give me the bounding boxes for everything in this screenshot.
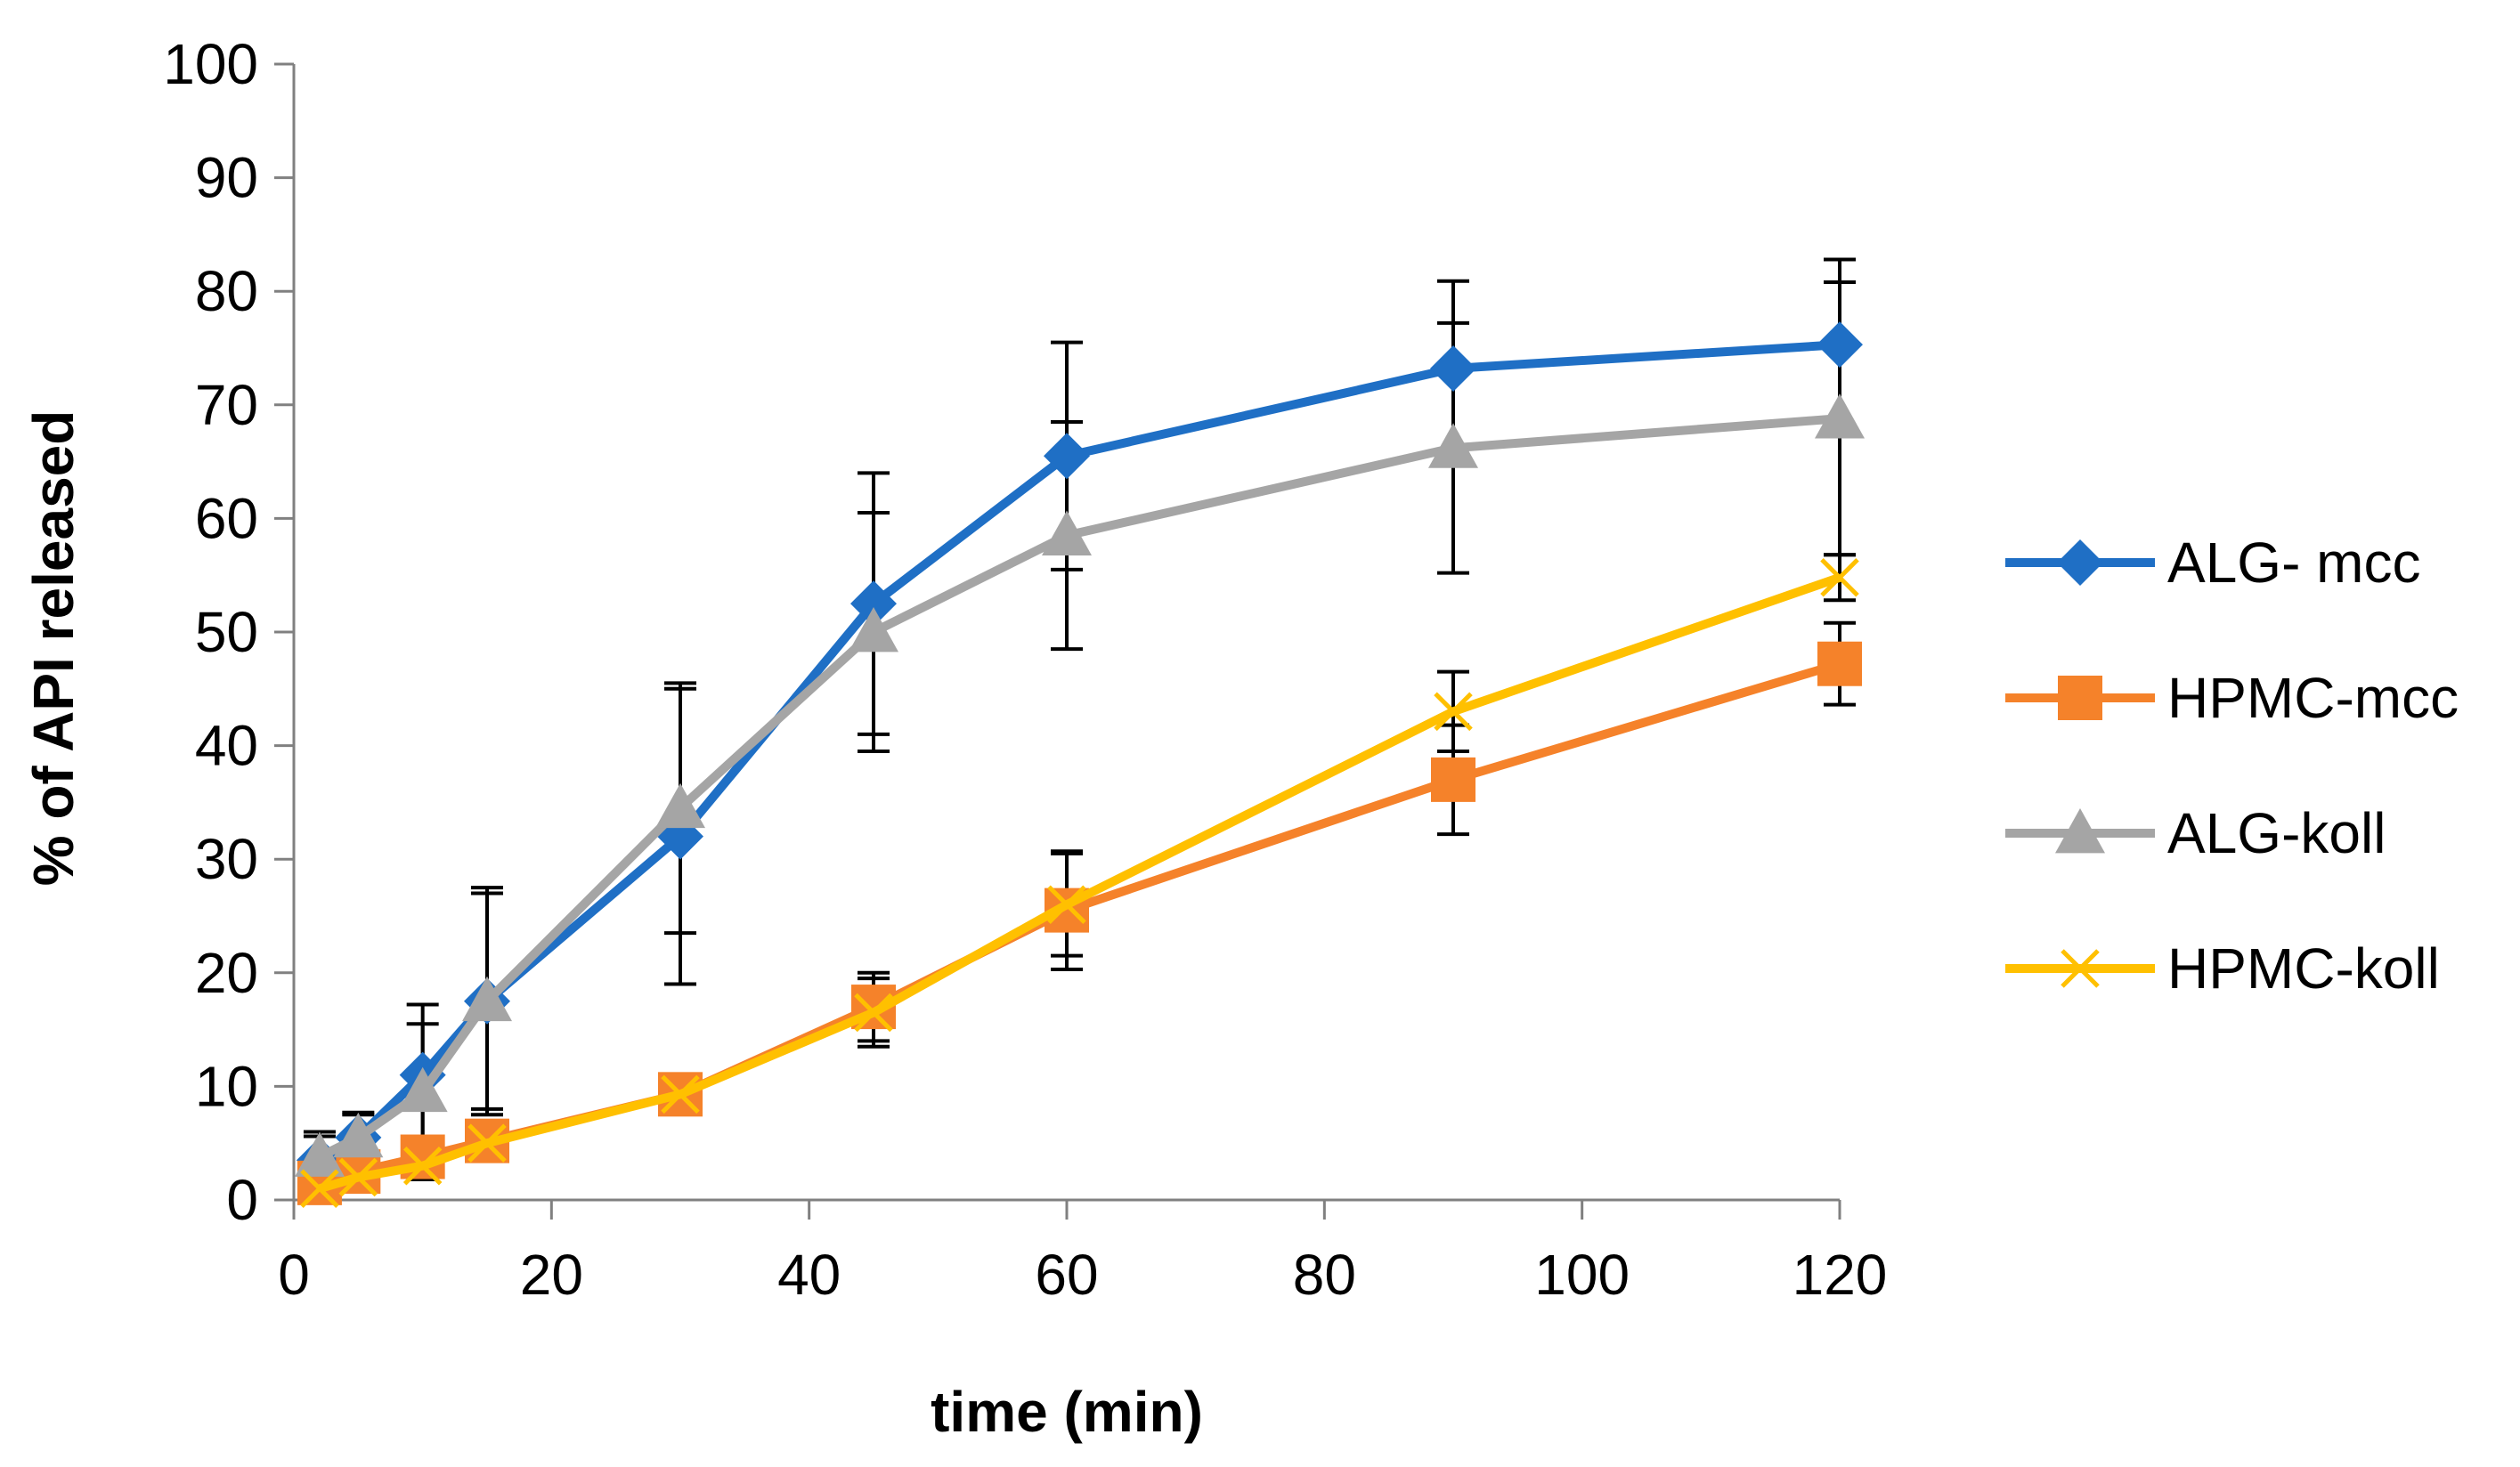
data-point — [1042, 510, 1092, 555]
legend-marker — [2061, 949, 2100, 988]
data-point — [1047, 885, 1086, 925]
legend: ALG- mcc HPMC-mcc ALG-koll HPMC-koll — [2005, 531, 2459, 1001]
y-tick-label: 90 — [195, 146, 258, 210]
legend-label: HPMC-mcc — [2167, 666, 2459, 730]
y-tick-label: 50 — [195, 600, 258, 664]
x-tick-label: 0 — [278, 1243, 310, 1307]
tick-labels: 0 10 20 30 40 50 60 70 80 90 100 0 20 40 60 80 100 120 — [163, 32, 1887, 1307]
legend-label: ALG-koll — [2167, 801, 2386, 865]
legend-label: HPMC-koll — [2167, 936, 2440, 1001]
data-point — [333, 1112, 384, 1158]
legend-marker — [2057, 539, 2103, 586]
data-point — [1820, 557, 1859, 597]
series-0 — [296, 321, 1863, 1184]
legend-item: ALG-koll — [2005, 801, 2386, 865]
x-tick-label: 60 — [1035, 1243, 1098, 1307]
data-point — [1815, 393, 1865, 439]
y-tick-label: 70 — [195, 373, 258, 437]
legend-item: HPMC-mcc — [2005, 666, 2459, 730]
data-point — [1431, 757, 1475, 802]
data-point — [1817, 321, 1863, 369]
legend-label: ALG- mcc — [2167, 531, 2420, 595]
legend-marker — [2058, 676, 2102, 720]
data-point — [467, 1123, 507, 1163]
data-point — [854, 993, 893, 1033]
data-point — [338, 1157, 378, 1197]
y-tick-label: 10 — [195, 1054, 258, 1118]
series-line — [318, 573, 1841, 1194]
legend-marker — [2055, 808, 2105, 854]
y-tick-label: 30 — [195, 827, 258, 891]
series-line — [317, 340, 1841, 1164]
legend-item: ALG- mcc — [2005, 531, 2420, 595]
y-tick-label: 0 — [226, 1168, 258, 1232]
series-3 — [300, 557, 1859, 1209]
x-axis-title: time (min) — [931, 1380, 1203, 1444]
data-point — [661, 1074, 700, 1114]
data-point — [294, 1131, 345, 1177]
data-point — [462, 976, 512, 1022]
y-tick-label: 60 — [195, 486, 258, 550]
legend-item: HPMC-koll — [2005, 936, 2440, 1001]
y-tick-label: 80 — [195, 259, 258, 323]
data-point — [1430, 344, 1476, 392]
x-tick-label: 120 — [1792, 1243, 1888, 1307]
data-point — [655, 782, 705, 829]
data-point — [300, 1169, 339, 1209]
x-tick-label: 40 — [777, 1243, 841, 1307]
data-point — [397, 1066, 448, 1113]
data-point — [402, 1146, 443, 1186]
data-point — [849, 607, 898, 652]
data-point — [1817, 641, 1862, 686]
x-tick-label: 20 — [520, 1243, 583, 1307]
y-axis-title: % of API released — [21, 410, 85, 887]
axes — [274, 62, 1841, 1220]
series-group — [294, 321, 1865, 1209]
x-tick-label: 80 — [1293, 1243, 1356, 1307]
data-point — [1044, 433, 1090, 480]
data-point — [850, 580, 897, 628]
series-line — [317, 414, 1841, 1161]
series-1 — [297, 641, 1862, 1205]
data-point — [1428, 423, 1478, 468]
y-tick-label: 100 — [163, 32, 258, 96]
y-tick-label: 20 — [195, 941, 258, 1005]
x-tick-label: 100 — [1534, 1243, 1630, 1307]
y-tick-label: 40 — [195, 714, 258, 778]
data-point — [1434, 692, 1473, 732]
series-2 — [294, 393, 1865, 1177]
